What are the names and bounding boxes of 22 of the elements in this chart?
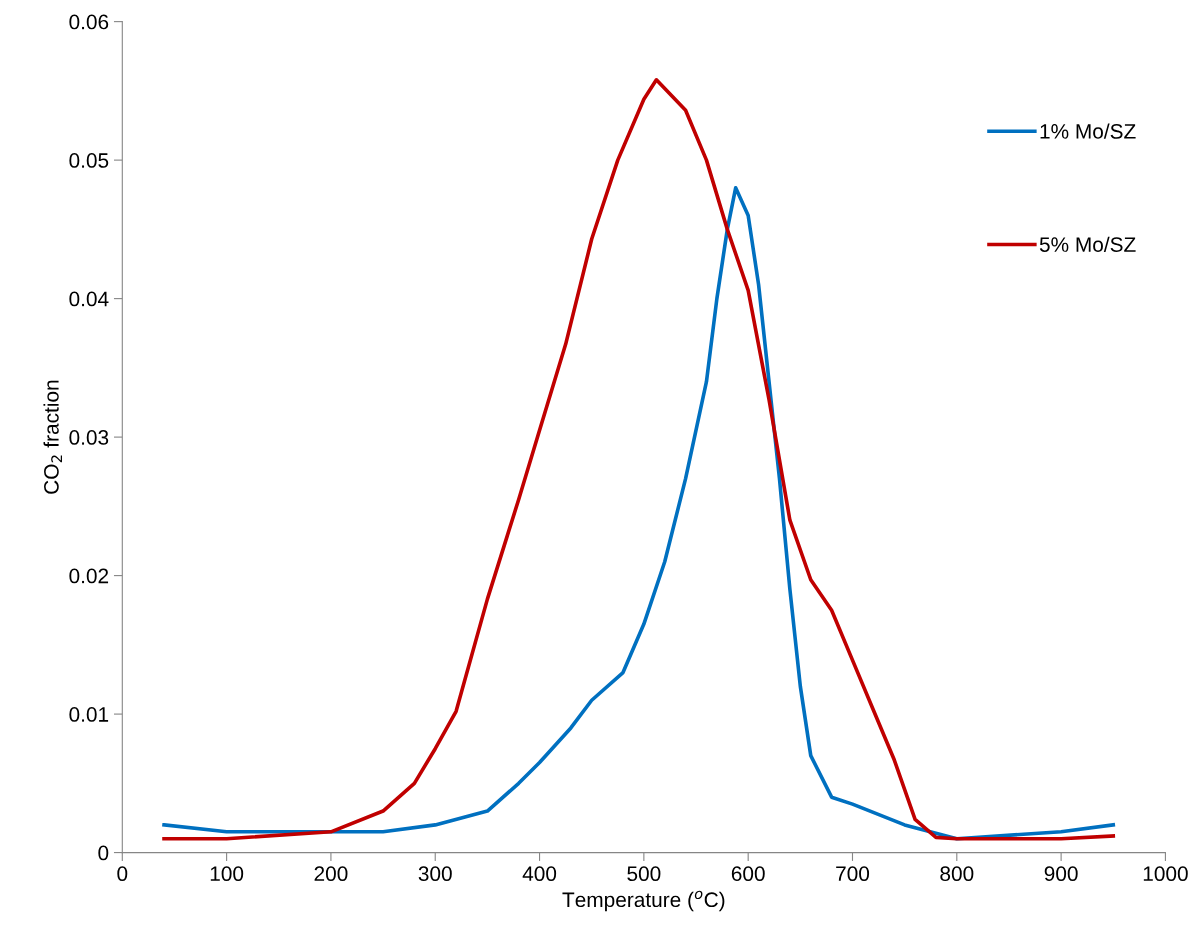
y-axis-title: CO$_{2}$ fraction	[43, 380, 62, 494]
x-tick-label: 700	[836, 866, 870, 882]
y-tick-label: 0.02	[69, 568, 109, 584]
x-tick-label: 800	[940, 866, 974, 882]
y-tick-label: 0.01	[69, 707, 109, 722]
y-tick-label: 0.03	[69, 430, 109, 445]
x-tick-label: 600	[731, 866, 765, 882]
y-tick-label: 0.04	[69, 291, 109, 307]
x-tick-label: 0	[117, 866, 128, 882]
x-tick-label: 100	[210, 866, 244, 882]
y-tick-label: 0	[98, 845, 109, 861]
x-tick-label: 400	[522, 866, 557, 882]
legend-label: 5% Mo/SZ	[1039, 236, 1136, 252]
x-tick-label: 500	[627, 866, 661, 882]
x-axis-title: Temperature ($^{o}$C)	[562, 890, 725, 912]
x-tick-label: 300	[418, 866, 452, 882]
legend-label: 1% Mo/SZ	[1040, 123, 1136, 139]
y-tick-label: 0.06	[69, 14, 109, 30]
x-tick-label: 900	[1044, 866, 1078, 882]
x-tick-label: 200	[314, 866, 348, 882]
x-tick-label: 1000	[1143, 866, 1188, 882]
y-tick-label: 0.05	[69, 153, 109, 168]
